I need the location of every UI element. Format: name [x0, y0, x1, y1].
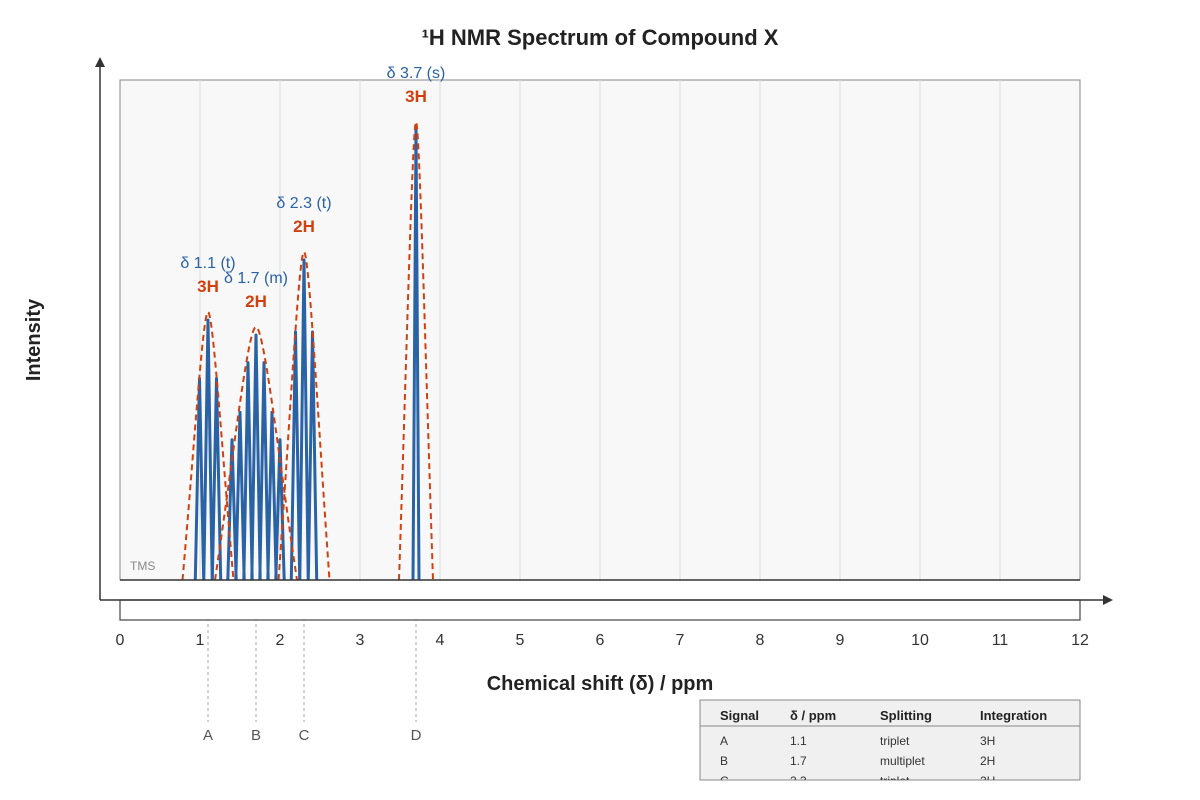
- tms-label: TMS: [130, 559, 155, 573]
- signal-letter-D: D: [411, 727, 422, 744]
- x-axis-label: Chemical shift (δ) / ppm: [487, 673, 714, 695]
- table-cell: triplet: [880, 774, 910, 788]
- peak-integration-B: 2H: [245, 292, 267, 311]
- table-cell: 3.7: [790, 794, 807, 800]
- peak-integration-D: 3H: [405, 87, 427, 106]
- table-header-cell: Splitting: [880, 708, 932, 723]
- peak-B: [226, 333, 286, 581]
- table-cell: singlet: [880, 794, 915, 800]
- peak-integration-A: 3H: [197, 277, 219, 296]
- y-axis-label: Intensity: [23, 298, 45, 381]
- table-header-cell: Signal: [720, 708, 759, 723]
- x-tick-label: 1: [196, 632, 205, 649]
- table-row: D 3.7 singlet 3H: [720, 794, 995, 800]
- x-tick-labels: 0 1 2 3 4 5 6 7 8 9 10 11 12: [116, 632, 1089, 649]
- peak-shift-label-A: δ 1.1 (t): [180, 255, 235, 272]
- x-tick-label: 5: [516, 632, 525, 649]
- x-axis-strip: [119, 599, 1081, 621]
- table-header-cell: δ / ppm: [790, 708, 836, 723]
- table-cell: D: [720, 794, 729, 800]
- spectrum: [193, 128, 421, 581]
- signal-letter-B: B: [251, 727, 261, 744]
- table-cell: 1.1: [790, 734, 807, 748]
- x-tick-label: 3: [356, 632, 365, 649]
- table-cell: 1.7: [790, 754, 807, 768]
- table-cell: 2.3: [790, 774, 807, 788]
- x-tick-label: 4: [436, 632, 445, 649]
- integration-envelopes: [181, 120, 434, 581]
- table-cell: triplet: [880, 734, 910, 748]
- table-cell: A: [720, 734, 728, 748]
- x-tick-label: 2: [276, 632, 285, 649]
- table-cell: 2H: [980, 774, 995, 788]
- signal-letter-A: A: [203, 727, 213, 744]
- peak-D: [411, 128, 421, 581]
- x-tick-label: 10: [911, 632, 929, 649]
- signal-table: Signal δ / ppm Splitting Integration A 1.1 tr…: [699, 699, 1081, 800]
- table-cell: C: [720, 774, 729, 788]
- table-cell: 2H: [980, 754, 995, 768]
- table-header: Signal δ / ppm Splitting Integration: [720, 708, 1047, 723]
- table-row: B 1.7 multiplet 2H: [720, 754, 995, 768]
- signal-letters: A B C D: [203, 727, 422, 744]
- table-header-cell: Integration: [980, 708, 1047, 723]
- peak-integration-C: 2H: [293, 217, 315, 236]
- table-row: C 2.3 triplet 2H: [720, 774, 995, 788]
- table-cell: 3H: [980, 794, 995, 800]
- envelope-B: [214, 325, 298, 581]
- peak-labels: 3H δ 1.1 (t) 2H δ 1.7 (m) 2H δ 2.3 (t) 3H δ 3.7…: [180, 65, 445, 311]
- x-tick-label: 7: [676, 632, 685, 649]
- x-tick-label: 0: [116, 632, 125, 649]
- table-cell: multiplet: [880, 754, 925, 768]
- x-tick-label: 9: [836, 632, 845, 649]
- signal-letter-C: C: [299, 727, 310, 744]
- grid-lines: [199, 80, 1001, 580]
- peak-shift-label-D: δ 3.7 (s): [387, 65, 446, 82]
- table-row: A 1.1 triplet 3H: [720, 734, 995, 748]
- x-tick-label: 12: [1071, 632, 1089, 649]
- envelope-A: [181, 310, 235, 581]
- table-cell: B: [720, 754, 728, 768]
- chart-title: ¹H NMR Spectrum of Compound X: [422, 25, 779, 50]
- table-body: A 1.1 triplet 3H B 1.7 multiplet 2H C 2.3 triplet 2…: [720, 734, 995, 800]
- peak-shift-label-C: δ 2.3 (t): [276, 195, 331, 212]
- peak-shift-label-B: δ 1.7 (m): [224, 270, 288, 287]
- x-tick-label: 6: [596, 632, 605, 649]
- table-cell: 3H: [980, 734, 995, 748]
- x-tick-label: 8: [756, 632, 765, 649]
- table-frame: [699, 699, 1081, 781]
- x-tick-label: 11: [992, 632, 1009, 649]
